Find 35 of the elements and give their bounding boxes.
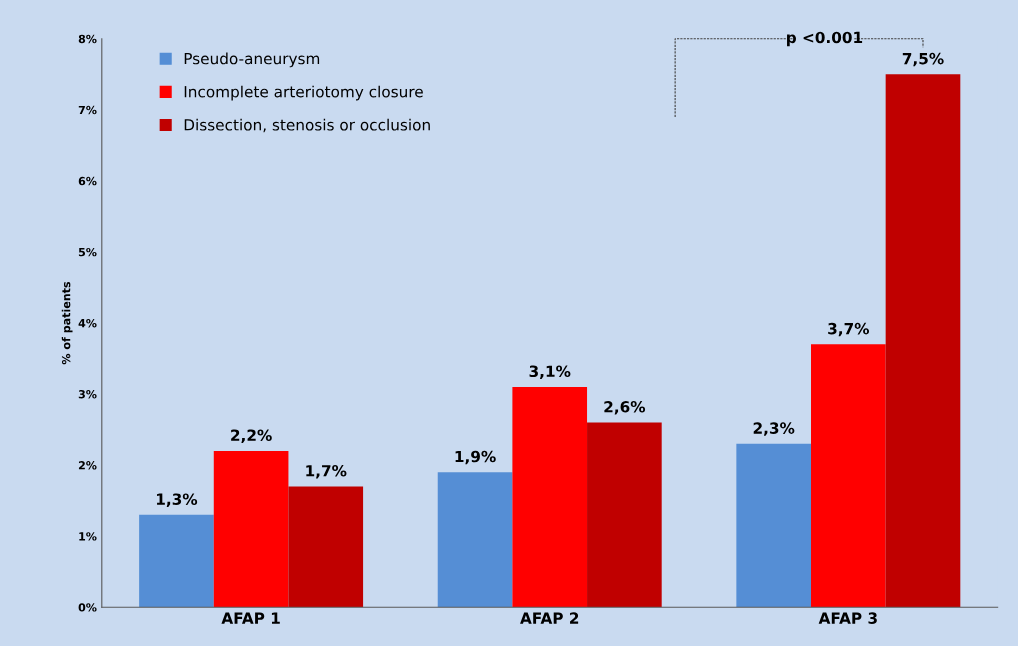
y-tick-label: 1% [79,532,97,541]
x-tick-label: AFAP 2 [520,612,579,624]
bar [139,514,214,608]
y-tick-label: 8% [78,34,97,44]
y-tick-label: 7% [78,105,97,115]
bar [811,344,886,608]
data-label: 1,3% [156,493,198,507]
data-label: 1,7% [306,464,347,479]
y-tick-label: 6% [78,176,97,186]
legend-label: Pseudo-aneurysm [184,52,320,68]
bar [437,472,513,608]
y-tick-label: 3% [78,390,97,399]
data-label: 1,9% [455,450,496,465]
bar [587,422,662,608]
data-label: 2,2% [231,429,272,443]
x-tick-label: AFAP 3 [818,612,877,624]
y-tick-label: 4% [78,318,97,328]
data-label: 2,6% [604,401,646,415]
data-label: 7,5% [902,52,944,67]
data-label: 3,7% [828,322,870,337]
bar [736,443,812,608]
x-tick-label: AFAP 1 [221,612,280,624]
legend-label: Incomplete arteriotomy closure [184,85,423,101]
y-tick-label: 2% [78,461,97,470]
y-tick-label: 5% [78,247,97,257]
bar [213,450,289,608]
data-label: 3,1% [529,365,571,379]
bar [512,386,588,608]
bar [885,74,961,608]
legend-label: Dissection, stenosis or occlusion [184,118,430,133]
data-label: 2,3% [753,422,795,436]
y-tick-label: 0% [78,603,97,612]
bar [288,486,364,608]
y-axis-title: % of patients [61,281,73,365]
annotation: p <0.001 [787,31,863,47]
